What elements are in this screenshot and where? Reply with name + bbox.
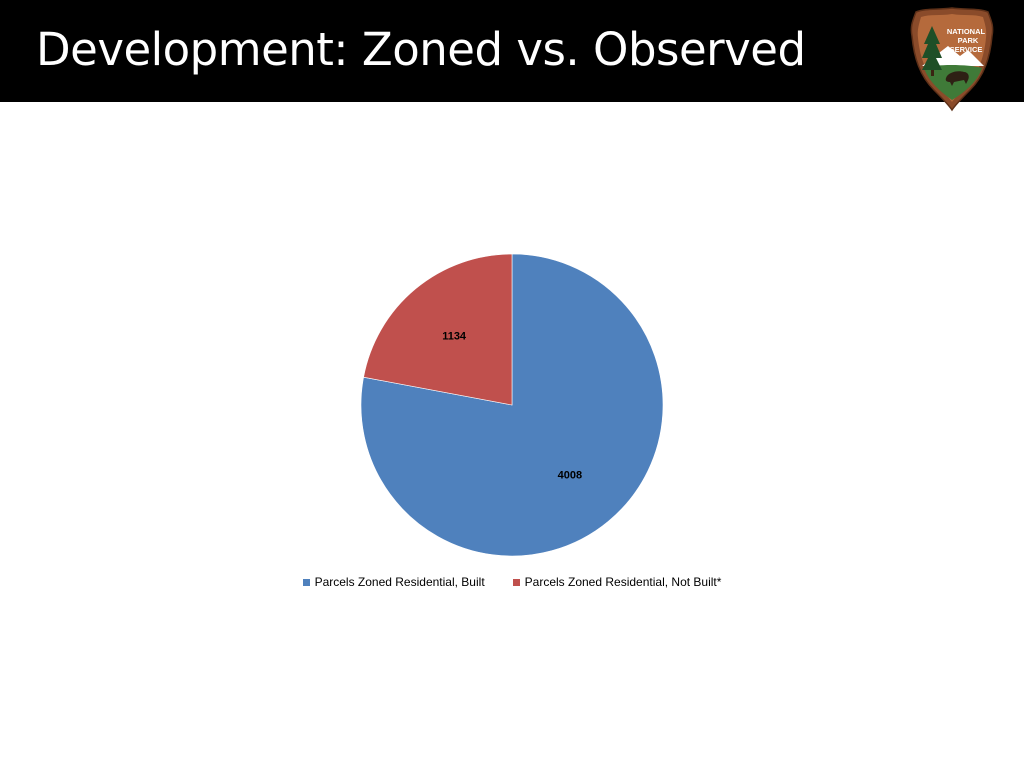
legend-label-1: Parcels Zoned Residential, Built [314,575,485,589]
logo-text-service: SERVICE [950,45,983,54]
legend-item-1: Parcels Zoned Residential, Built [302,575,485,589]
pie-slice-1 [360,253,664,557]
logo-text-national: NATIONAL [947,27,986,36]
chart-legend: Parcels Zoned Residential, Built Parcels … [0,575,1024,589]
logo-text-park: PARK [958,36,979,45]
slide-title: Development: Zoned vs. Observed [36,23,806,76]
legend-label-2: Parcels Zoned Residential, Not Built* [524,575,722,589]
legend-item-2: Parcels Zoned Residential, Not Built* [512,575,722,589]
pie-slice-2 [363,253,513,406]
nps-arrowhead-logo-icon: NATIONAL PARK SERVICE [910,7,994,112]
legend-swatch-1 [302,578,310,586]
title-bar: Development: Zoned vs. Observed NATIONAL… [0,0,1024,112]
data-label-2: 1134 [442,330,467,342]
legend-swatch-2 [512,578,520,586]
data-label-1: 4008 [558,470,582,482]
